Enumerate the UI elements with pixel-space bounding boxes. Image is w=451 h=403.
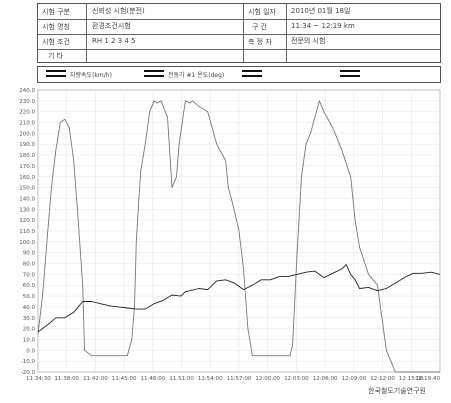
y-tick-label: 20.0	[23, 327, 36, 333]
operator-label: 측 정 자	[248, 38, 272, 46]
y-tick-label: 190.0	[19, 142, 35, 148]
x-tick-label: 12:15:00	[399, 376, 424, 382]
y-tick-label: 240.0	[19, 88, 35, 94]
y-tick-label: 170.0	[19, 164, 35, 170]
legend-label-motor-temp: 전동기 #1 온도(deg)	[168, 72, 225, 79]
test-condition-label: 시험 조건	[42, 38, 70, 46]
series-line-2	[37, 264, 441, 333]
x-tick-label: 12:06:00	[313, 376, 338, 382]
interval-label: 구 간	[252, 23, 268, 31]
y-tick-label: 90.0	[23, 251, 36, 257]
y-tick-label: 80.0	[23, 262, 36, 268]
x-tick-label: 12:19:40	[415, 376, 440, 382]
legend-swatch-speed-2	[46, 75, 66, 77]
y-tick-label: 210.0	[19, 121, 35, 127]
legend-swatch-4-2	[340, 75, 360, 77]
y-tick-label: 40.0	[23, 305, 36, 311]
footer-org: 한국철도기술연구원	[368, 387, 426, 395]
y-tick-label: 230.0	[19, 99, 35, 105]
y-tick-label: 50.0	[23, 294, 36, 300]
legend-swatch-3-2	[242, 75, 262, 77]
test-date-label: 시험 일자	[248, 8, 276, 16]
y-tick-label: 180.0	[19, 153, 35, 159]
other-label: 기 타	[48, 52, 64, 60]
legend-item-3	[242, 70, 262, 81]
y-tick-label: 100.0	[19, 240, 35, 246]
y-tick-label: 160.0	[19, 175, 35, 181]
x-axis-ticks: 11:34:30 11:38:00 11:42:00 11:45:00 11:48:00…	[26, 376, 440, 382]
x-tick-label: 11:54:00	[198, 376, 223, 382]
legend-swatch-motor-temp-2	[144, 75, 164, 77]
y-tick-label: 130.0	[19, 207, 35, 213]
y-tick-label: 200.0	[19, 131, 35, 137]
legend-swatch-speed	[46, 70, 66, 72]
x-tick-label: 11:51:00	[169, 376, 194, 382]
y-tick-label: 70.0	[23, 272, 36, 278]
y-tick-label: -20.0	[21, 370, 36, 376]
y-tick-label: 60.0	[23, 283, 36, 289]
x-tick-label: 12:00:00	[255, 376, 280, 382]
legend-swatch-3	[242, 70, 262, 72]
y-tick-label: 120.0	[19, 218, 35, 224]
plot-frame	[37, 89, 441, 373]
legend: 차량속도(km/h) 전동기 #1 온도(deg)	[37, 66, 441, 83]
chart-series	[37, 100, 441, 373]
legend-swatch-motor-temp	[144, 70, 164, 72]
test-name-label: 시험 명칭	[42, 23, 70, 31]
test-info-table: 시험 구분 신뢰성 시험(분전) 시험 명칭 환경조건시험 시험 조건 RH 1…	[37, 3, 441, 63]
x-tick-label: 11:48:00	[141, 376, 166, 382]
operator-value: 전문의 시험	[291, 37, 326, 45]
y-tick-label: 30.0	[23, 316, 36, 322]
test-type-value: 신뢰성 시험(분전)	[92, 7, 145, 15]
y-tick-label: 220.0	[19, 110, 35, 116]
chart-grid	[37, 89, 441, 373]
legend-swatch-4	[340, 70, 360, 72]
x-tick-label: 11:34:30	[26, 376, 51, 382]
x-tick-label: 11:42:00	[83, 376, 108, 382]
test-condition-value: RH 1 2 3 4 5	[92, 37, 136, 45]
y-tick-label: 150.0	[19, 186, 35, 192]
x-tick-label: 12:12:00	[370, 376, 395, 382]
legend-item-speed: 차량속도(km/h)	[46, 70, 112, 81]
test-name-value: 환경조건시험	[92, 22, 131, 30]
y-tick-label: 0.0	[26, 348, 35, 354]
x-tick-label: 11:38:00	[54, 376, 79, 382]
y-axis-ticks: 240.0 230.0 220.0 210.0 200.0 190.0 180.0 170.0…	[19, 88, 35, 376]
legend-item-motor-temp: 전동기 #1 온도(deg)	[144, 70, 224, 81]
interval-value: 11:34 ~ 12:19 km	[291, 22, 355, 30]
x-tick-label: 12:03:00	[284, 376, 309, 382]
legend-item-4	[340, 70, 360, 81]
x-tick-label: 12:09:00	[342, 376, 367, 382]
series-line-1	[37, 100, 440, 373]
test-type-label: 시험 구분	[42, 8, 70, 16]
x-tick-label: 11:57:00	[227, 376, 252, 382]
y-tick-label: 110.0	[19, 229, 35, 235]
test-date-value: 2010년 01월 18일	[291, 7, 351, 15]
y-tick-label: 140.0	[19, 196, 35, 202]
x-tick-label: 11:45:00	[112, 376, 137, 382]
y-tick-label: 10.0	[23, 337, 36, 343]
y-tick-label: -10.0	[21, 359, 36, 365]
legend-label-speed: 차량속도(km/h)	[70, 72, 112, 79]
